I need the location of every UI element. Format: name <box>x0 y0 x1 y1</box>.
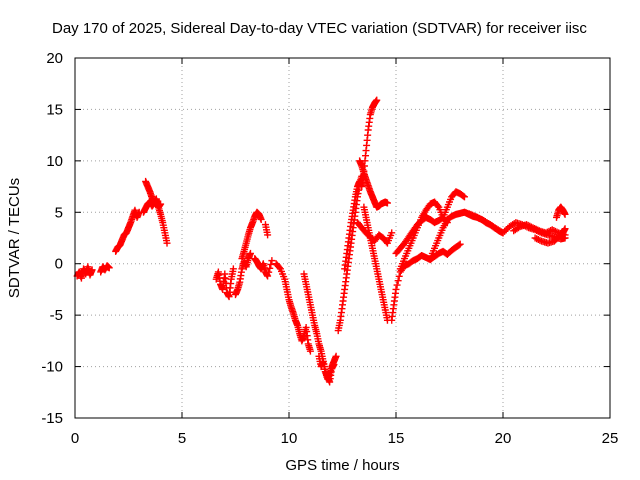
data-point <box>257 215 265 223</box>
data-point <box>527 223 535 231</box>
data-point <box>543 228 551 236</box>
chart-grid <box>75 58 610 418</box>
data-point <box>532 225 540 233</box>
data-point <box>306 347 314 355</box>
y-tick-label: -15 <box>41 410 63 427</box>
data-point <box>531 224 539 232</box>
data-point <box>459 192 467 200</box>
data-point <box>467 210 475 218</box>
data-point <box>157 200 165 208</box>
data-point <box>561 210 569 218</box>
data-point <box>561 225 569 233</box>
data-point <box>551 227 559 235</box>
x-tick-label: 10 <box>281 430 298 447</box>
data-points <box>73 96 569 386</box>
data-point <box>373 96 381 104</box>
data-point <box>330 361 338 369</box>
data-point <box>455 241 463 249</box>
data-point <box>524 221 532 229</box>
x-tick-label: 25 <box>602 430 619 447</box>
y-tick-label: 0 <box>55 256 63 273</box>
data-point <box>105 264 113 272</box>
data-point <box>548 226 556 234</box>
data-point <box>265 268 273 276</box>
y-tick-label: 15 <box>46 101 63 118</box>
data-point <box>332 352 340 360</box>
data-point <box>502 226 510 234</box>
data-point <box>501 227 509 235</box>
y-axis-label: SDTVAR / TECUs <box>6 178 23 298</box>
data-point <box>469 211 477 219</box>
data-point <box>460 193 468 201</box>
data-point <box>392 285 400 293</box>
chart-title: Day 170 of 2025, Sidereal Day-to-day VTE… <box>52 20 587 37</box>
data-point <box>534 236 542 244</box>
data-point <box>246 249 254 257</box>
data-point <box>531 234 539 242</box>
plot-frame <box>74 57 611 419</box>
data-point <box>515 224 523 232</box>
data-point <box>163 239 171 247</box>
data-point <box>475 214 483 222</box>
data-point <box>264 272 272 280</box>
data-point <box>266 264 274 272</box>
data-point <box>264 231 272 239</box>
data-point <box>545 227 553 235</box>
data-point <box>523 221 531 229</box>
data-point <box>470 212 478 220</box>
data-point <box>268 257 276 265</box>
x-tick-label: 15 <box>388 430 405 447</box>
y-tick-label: 5 <box>55 204 63 221</box>
x-tick-label: 5 <box>178 430 186 447</box>
data-point <box>550 227 558 235</box>
data-point <box>533 235 541 243</box>
data-point <box>553 228 561 236</box>
data-point <box>534 226 542 234</box>
y-tick-label: 10 <box>46 153 63 170</box>
data-point <box>536 236 544 244</box>
y-tick-label: -10 <box>41 359 63 376</box>
data-point <box>88 266 96 274</box>
data-point <box>229 265 237 273</box>
data-point <box>472 213 480 221</box>
x-tick-label: 20 <box>495 430 512 447</box>
data-point <box>477 215 485 223</box>
data-point <box>395 272 403 280</box>
data-point <box>388 229 396 237</box>
data-point <box>473 213 481 221</box>
data-point <box>456 240 464 248</box>
data-point <box>529 224 537 232</box>
data-point <box>542 229 550 237</box>
data-point <box>275 264 283 272</box>
data-point <box>434 202 442 210</box>
data-point <box>267 260 275 268</box>
data-point <box>394 277 402 285</box>
x-axis-label: GPS time / hours <box>285 457 399 474</box>
axis-ticks: 0 5 10 15 20 25 -15 -10 -5 0 5 10 15 20 <box>41 50 618 447</box>
data-point <box>526 222 534 230</box>
y-tick-label: -5 <box>50 307 63 324</box>
x-tick-label: 0 <box>71 430 79 447</box>
data-point <box>383 199 391 207</box>
data-point <box>393 281 401 289</box>
y-tick-label: 20 <box>46 50 63 67</box>
data-point <box>499 229 507 237</box>
